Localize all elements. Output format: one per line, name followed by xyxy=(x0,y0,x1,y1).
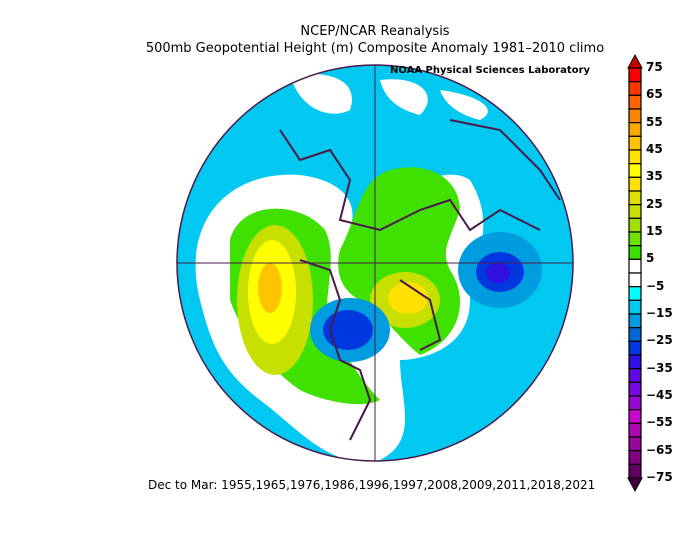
colorbar-tick-label: −5 xyxy=(646,278,665,293)
coastlines xyxy=(279,119,561,441)
colorbar-box xyxy=(628,67,642,83)
colorbar-box xyxy=(628,463,642,479)
composite-years: Dec to Mar: 1955,1965,1976,1986,1996,199… xyxy=(148,478,596,492)
colorbar-box xyxy=(628,204,642,219)
colorbar-box xyxy=(628,81,642,96)
colorbar-box xyxy=(628,258,642,274)
colorbar-top-triangle xyxy=(627,53,643,69)
colorbar-box xyxy=(628,327,642,342)
colorbar-tick-label: 35 xyxy=(646,169,663,184)
colorbar-box xyxy=(628,149,642,165)
negative-anomaly-siberia-core xyxy=(486,263,510,283)
colorbar-box xyxy=(628,135,642,151)
positive-core-max xyxy=(258,263,282,313)
chart-title: NCEP/NCAR Reanalysis xyxy=(300,24,450,39)
negative-anomaly-canada-core xyxy=(323,310,373,350)
colorbar-tick-label: −65 xyxy=(646,442,673,457)
colorbar-box xyxy=(628,272,642,288)
colorbar-box xyxy=(628,190,642,206)
colorbar-tick-label: −25 xyxy=(646,333,673,348)
colorbar-tick-label: −55 xyxy=(646,415,673,430)
colorbar-tick-label: 25 xyxy=(646,196,663,211)
colorbar-box xyxy=(628,450,642,465)
colorbar-box xyxy=(628,436,642,452)
colorbar-box xyxy=(628,395,642,411)
positive-anomaly-greenland-core xyxy=(388,282,428,314)
neutral-region-north xyxy=(290,73,488,120)
colorbar-box xyxy=(628,299,642,315)
colorbar-bottom-triangle xyxy=(627,477,643,493)
colorbar-tick-label: −35 xyxy=(646,360,673,375)
credit-label: NOAA Physical Sciences Laboratory xyxy=(390,65,591,76)
colorbar-tick-label: 45 xyxy=(646,142,663,156)
colorbar-box xyxy=(628,340,642,356)
colorbar-tick-label: 55 xyxy=(646,114,663,129)
colorbar-box xyxy=(628,176,642,192)
colorbar-box xyxy=(628,409,642,424)
colorbar-tick-label: −15 xyxy=(646,306,673,320)
colorbar-box xyxy=(628,94,642,110)
colorbar-tick-label: 75 xyxy=(646,60,663,74)
colorbar-tick-label: 15 xyxy=(646,224,663,238)
colorbar-tick-label: 5 xyxy=(646,251,655,266)
colorbar-box xyxy=(628,422,642,438)
colorbar-box xyxy=(628,231,642,247)
colorbar-box xyxy=(628,108,642,124)
colorbar-box xyxy=(628,354,642,370)
colorbar-box xyxy=(628,163,642,178)
colorbar-box xyxy=(628,313,642,329)
colorbar-tick-label: −75 xyxy=(646,470,673,484)
colorbar-box xyxy=(628,368,642,383)
colorbar-box xyxy=(628,122,642,137)
colorbar-box xyxy=(628,245,642,260)
map-boundary xyxy=(176,64,574,462)
colorbar-tick-label: −45 xyxy=(646,388,673,402)
chart-subtitle: 500mb Geopotential Height (m) Composite … xyxy=(145,41,605,56)
colorbar-box xyxy=(628,381,642,397)
colorbar-tick-label: 65 xyxy=(646,87,663,102)
colorbar-box xyxy=(628,286,642,301)
colorbar-box xyxy=(628,217,642,233)
